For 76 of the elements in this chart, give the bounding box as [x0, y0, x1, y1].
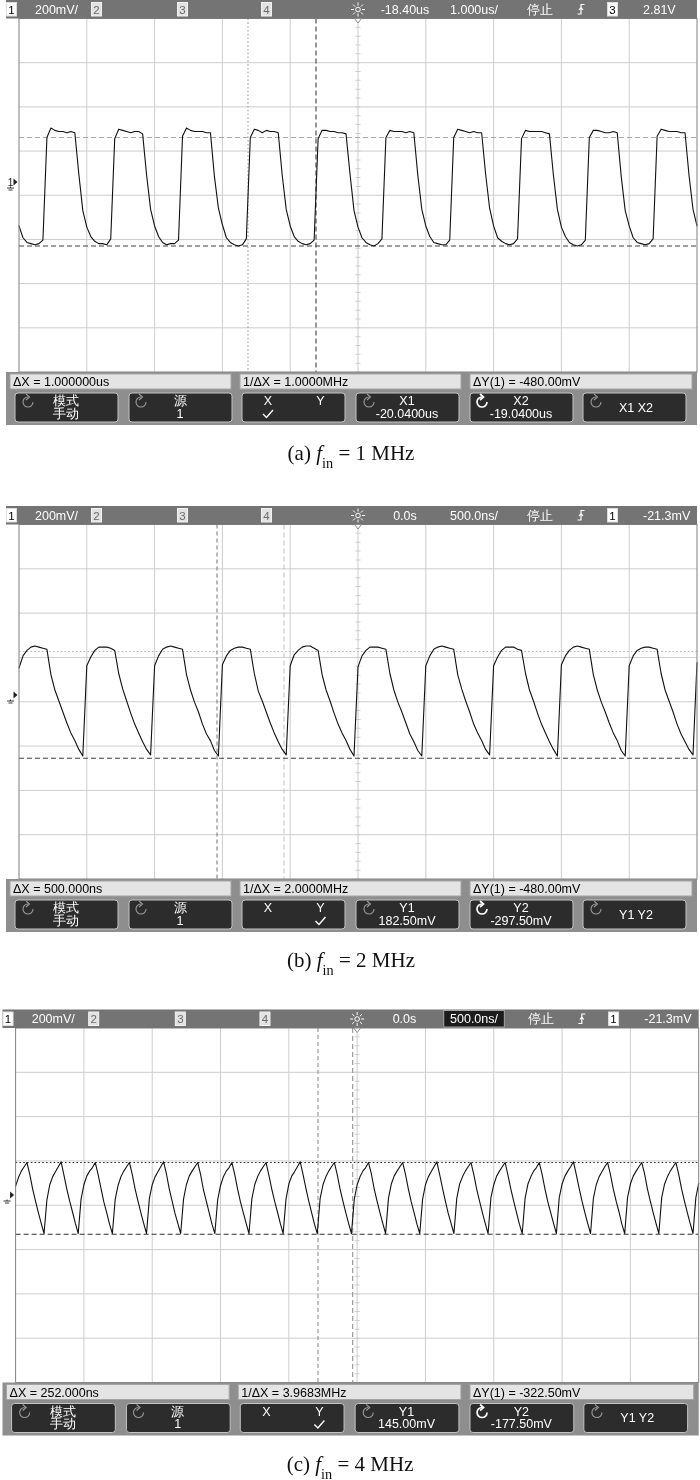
annotation: 0.0s — [392, 1012, 417, 1027]
annotation: 手动 — [53, 913, 79, 928]
annotation: 1 — [609, 509, 616, 522]
annotation: 1 — [8, 509, 15, 522]
annotation: 源 — [171, 1404, 185, 1419]
annotation: 模式 — [53, 394, 79, 408]
title: (a) f$_{in}$ = 1 MHz — [287, 441, 415, 471]
annotation: 4 — [263, 3, 270, 16]
annotation: 手动 — [53, 406, 79, 421]
annotation: 停止 — [527, 508, 553, 523]
annotation: 200mV/ — [31, 1012, 75, 1027]
annotation: Y2 — [513, 901, 529, 915]
annotation: Y — [316, 394, 325, 408]
annotation: ΔX = 252.000ns — [9, 1385, 99, 1400]
annotation: 500.0ns/ — [450, 508, 498, 523]
annotation: ΔY(1) = -322.50mV — [473, 1385, 581, 1400]
annotation: Y2 — [513, 1404, 529, 1419]
annotation: 0.0s — [393, 508, 417, 523]
annotation: 停止 — [527, 1012, 554, 1027]
annotation: 1.000us/ — [450, 2, 498, 17]
annotation: 4 — [261, 1013, 269, 1026]
annotation: ΔX = 500.000ns — [13, 882, 103, 896]
annotation: 200mV/ — [35, 508, 79, 523]
annotation: 2.81V — [643, 2, 676, 17]
annotation: -21.3mV — [644, 1012, 692, 1027]
annotation: 4 — [263, 509, 270, 522]
annotation: 200mV/ — [35, 2, 79, 17]
annotation: X — [263, 394, 273, 408]
annotation: Y1 — [398, 1404, 415, 1419]
annotation: Y — [315, 1404, 324, 1419]
annotation: 182.50mV — [378, 913, 436, 928]
annotation: Y — [316, 901, 325, 915]
annotation: X1 — [399, 394, 415, 408]
annotation: 1 — [8, 3, 15, 16]
annotation: 1 — [176, 913, 184, 928]
annotation: 3 — [179, 509, 186, 522]
annotation: 1/ΔX = 1.0000MHz — [243, 375, 349, 389]
annotation: X — [262, 1404, 271, 1419]
annotation: 500.0ns/ — [450, 1012, 498, 1027]
annotation: 1 — [610, 1013, 617, 1026]
annotation: X — [263, 901, 273, 915]
annotation: Y1 — [399, 901, 415, 915]
annotation: 1 — [7, 176, 14, 188]
annotation: 3 — [177, 1013, 184, 1026]
title: (b) f$_{in}$ = 2 MHz — [287, 948, 415, 978]
annotation: 1 — [176, 406, 184, 421]
annotation: 3 — [609, 3, 616, 16]
annotation: 模式 — [49, 1404, 76, 1419]
annotation: -18.40us — [380, 2, 430, 17]
annotation: -20.0400us — [375, 406, 439, 421]
annotation: 1 — [174, 1417, 182, 1431]
annotation: ΔY(1) = -480.00mV — [473, 882, 581, 896]
annotation: ΔX = 1.000000us — [13, 375, 110, 389]
annotation: 2 — [90, 1013, 97, 1026]
annotation: 停止 — [527, 2, 553, 17]
annotation: X1 X2 — [618, 400, 654, 415]
annotation: 源 — [173, 901, 187, 915]
annotation: 手动 — [49, 1417, 76, 1431]
annotation: -297.50mV — [490, 913, 552, 928]
annotation: 源 — [173, 394, 187, 408]
annotation: 1 — [4, 1013, 12, 1026]
annotation: 2 — [93, 509, 100, 522]
title: (c) f$_{in}$ = 4 MHz — [286, 1451, 414, 1480]
annotation: X2 — [513, 394, 529, 408]
annotation: -177.50mV — [490, 1417, 552, 1431]
annotation: 3 — [179, 3, 186, 16]
annotation: 2 — [93, 3, 100, 16]
annotation: Y1 Y2 — [619, 907, 653, 922]
annotation: 145.00mV — [378, 1417, 435, 1431]
annotation: 1/ΔX = 3.9683MHz — [241, 1385, 347, 1400]
annotation: 1/ΔX = 2.0000MHz — [243, 882, 349, 896]
annotation: Y1 Y2 — [620, 1411, 655, 1425]
annotation: 模式 — [53, 901, 79, 915]
annotation: ΔY(1) = -480.00mV — [473, 375, 581, 389]
annotation: -19.0400us — [489, 406, 553, 421]
annotation: -21.3mV — [643, 508, 691, 523]
